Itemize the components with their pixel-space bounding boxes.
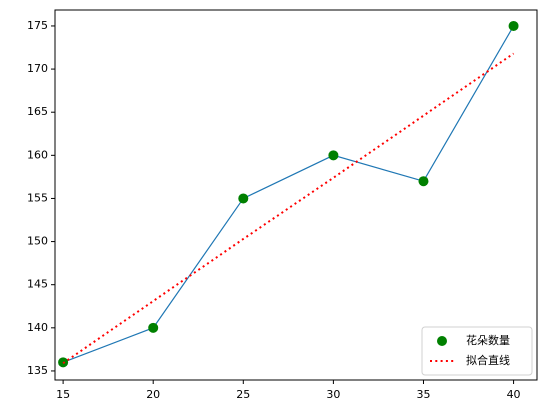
y-tick-label: 170: [27, 62, 48, 75]
point: [328, 150, 339, 161]
point: [418, 176, 429, 187]
legend-box: [421, 326, 533, 376]
x-tick-label: 40: [507, 388, 521, 401]
legend-marker: [437, 336, 447, 346]
x-tick-label: 30: [326, 388, 340, 401]
y-tick-label: 155: [27, 191, 48, 204]
y-tick-label: 150: [27, 235, 48, 248]
point: [238, 193, 249, 204]
x-tick-label: 15: [56, 388, 70, 401]
plot-frame: [54, 9, 538, 381]
y-tick-label: 145: [27, 278, 48, 291]
legend-label: 花朵数量: [466, 334, 510, 347]
legend-label: 拟合直线: [466, 353, 510, 367]
point: [148, 322, 159, 333]
y-tick-label: 175: [27, 19, 48, 32]
x-tick-label: 25: [236, 388, 250, 401]
x-tick-label: 20: [146, 388, 160, 401]
series-line: [62, 25, 515, 363]
y-tick-label: 160: [27, 148, 48, 161]
y-tick-label: 165: [27, 105, 48, 118]
y-tick-label: 135: [27, 364, 48, 377]
y-tick-label: 140: [27, 321, 48, 334]
x-tick-label: 35: [416, 388, 430, 401]
point: [508, 20, 519, 31]
series-line: [62, 52, 515, 365]
